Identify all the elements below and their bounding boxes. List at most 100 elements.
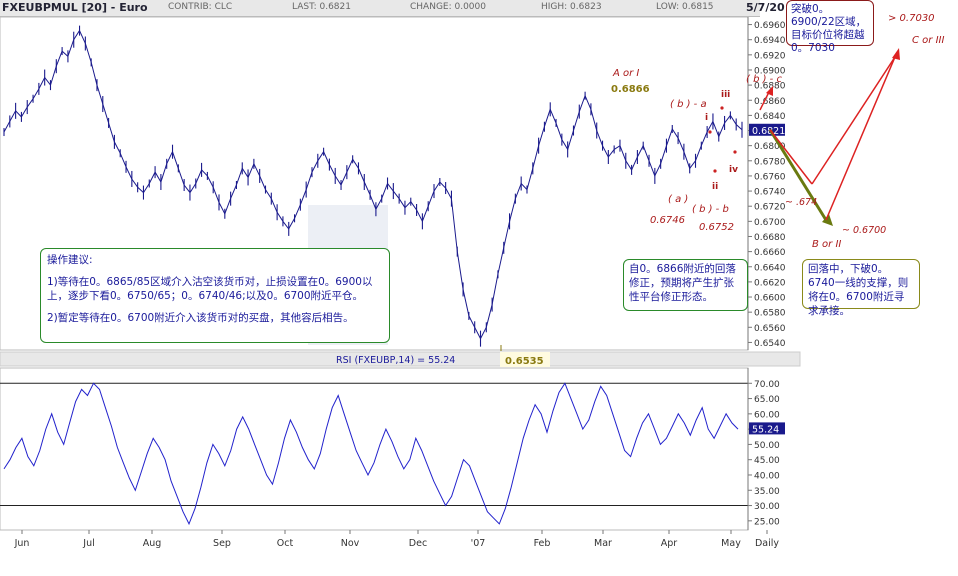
wave-b-b: ( b ) - b [692,204,729,215]
rsi-tick-label: 45.00 [754,456,780,466]
price-tick-label: 0.6960 [754,21,786,31]
rsi-panel [0,367,749,531]
wave-dot [720,106,724,110]
rsi-tick-label: 70.00 [754,380,780,390]
advice-title: 操作建议: [47,254,93,266]
forecast-up-1 [769,129,813,185]
price-tick-label: 0.6940 [754,36,786,46]
x-tick-label: Sep [213,538,231,549]
last-price-tag-bg [749,123,785,136]
target-7030: > 0.7030 [888,13,935,24]
x-tick-label: Mar [594,538,612,549]
x-tick-label: Feb [534,538,551,549]
label-0.6746: 0.6746 [650,215,685,226]
price-tick-label: 0.6800 [754,142,786,152]
rsi-tick-label: 40.00 [754,471,780,481]
rsi-tag: 55.24 [752,424,779,435]
wave-b-c: ( b ) - c [746,74,782,85]
rsi-tick-label: 50.00 [754,441,780,451]
rsi-label: RSI (FXEUBP,14) = 55.24 [336,355,455,366]
wave-dot [713,169,717,173]
price-line [3,29,743,340]
wave-iv: iv [729,165,738,175]
x-tick-label: Oct [277,538,294,549]
last-field: LAST: 0.6821 [292,2,351,12]
price-tick-label: 0.6900 [754,66,786,76]
wave-c-or-iii: C or III [912,35,944,46]
wave-dot [733,150,737,154]
x-tick-label: Jul [82,538,94,549]
x-tick-label: Dec [409,538,427,549]
price-series [3,25,743,347]
price-tick-label: 0.6720 [754,203,786,213]
price-tick-label: 0.6780 [754,157,786,167]
x-tick-label: Nov [341,538,360,549]
forecast-up-head [892,48,900,60]
x-tick-label: '07 [471,538,486,549]
price-tick-label: 0.6840 [754,112,786,122]
x-tick-label: May [721,538,741,549]
price-tick-label: 0.6740 [754,188,786,198]
pullback-note: 回落中，下破0。6740一线的支撑，则将在0。6700附近寻求承接。 [802,259,920,317]
change-field: CHANGE: 0.0000 [410,2,486,12]
advice-item-2: 2)暂定等待在0。6700附近介入该货币对的买盘，其他容后相告。 [47,312,354,324]
price-tick-label: 0.6640 [754,263,786,273]
rsi-series [3,382,739,526]
price-tick-label: 0.6580 [754,309,786,319]
x-tick-label: Jun [14,538,30,549]
forecast-up-3 [825,56,896,221]
rsi-tick-label: 35.00 [754,487,780,497]
correction-note: 自0。6866附近的回落修正，预期将产生扩张性平台修正形态。 [623,259,748,311]
price-tick-label: 0.6560 [754,324,786,334]
rsi-tick-label: 65.00 [754,395,780,405]
price-tick-label: 0.6880 [754,82,786,92]
target-6700: ~ 0.6700 [842,225,886,236]
price-tick-label: 0.6660 [754,248,786,258]
wave-b-or-ii: B or II [812,239,841,250]
wave-a-or-i: A or I [612,68,639,79]
low-label-bg [500,352,550,367]
forecast-up-2 [811,56,896,185]
price-tick-label: 0.6620 [754,278,786,288]
forecast-up-short-head [766,86,773,96]
advice-box: 操作建议: 1)等待在0。6865/85区域介入沽空该货币对，止损设置在0。69… [40,248,390,343]
breakout-note: 突破0。6900/22区域，目标价位将超越0。7030 [786,0,874,54]
advice-item-1: 1)等待在0。6865/85区域介入沽空该货币对，止损设置在0。6900以上，逐… [47,276,373,302]
wave-dot [708,130,712,134]
wave-a: ( a ) [668,194,688,205]
rsi-tick-label: 25.00 [754,517,780,527]
wave-b-a: ( b ) - a [670,99,707,110]
date-field: 5/7/20 [746,1,785,14]
forecast-down-arrow [768,128,828,221]
price-tick-label: 0.6540 [754,339,786,349]
price-tick-label: 0.6700 [754,218,786,228]
x-tick-label: Daily [755,538,779,549]
symbol-title: FXEUBPMUL [20] - Euro [2,1,148,14]
overlay: RSI (FXEUBP,14) = 55.24 0.6821 55.24 A or I… [336,13,944,435]
rsi-line [3,382,739,526]
price-tick-label: 0.6760 [754,172,786,182]
label-0.6535: 0.6535 [505,356,544,367]
price-tick-label: 0.6860 [754,97,786,107]
last-price-tag: 0.6821 [752,126,785,137]
rsi-tick-label: 30.00 [754,502,780,512]
label-0.6866: 0.6866 [611,84,650,95]
label-0.6752: 0.6752 [699,222,734,233]
rsi-header-bar [0,351,801,367]
rsi-tick-label: 60.00 [754,410,780,420]
chart-header: FXEUBPMUL [20] - Euro CONTRIB: CLC LAST:… [0,0,785,17]
wave-ii: ii [712,182,718,192]
axes: 0.6540 0.6560 0.6580 0.6600 0.6620 0.6640 0.66… [14,17,786,549]
forecast-down-head [822,214,833,226]
x-tick-label: Aug [143,538,162,549]
x-tick-label: Apr [661,538,678,549]
low-field: LOW: 0.6815 [656,2,714,12]
contrib-field: CONTRIB: CLC [168,2,233,12]
price-tick-label: 0.6920 [754,51,786,61]
price-tick-label: 0.6680 [754,233,786,243]
wave-i: i [705,113,708,123]
wave-iii: iii [721,90,730,100]
target-674: ~ .674 [785,197,817,208]
rsi-tag-bg [749,422,785,435]
